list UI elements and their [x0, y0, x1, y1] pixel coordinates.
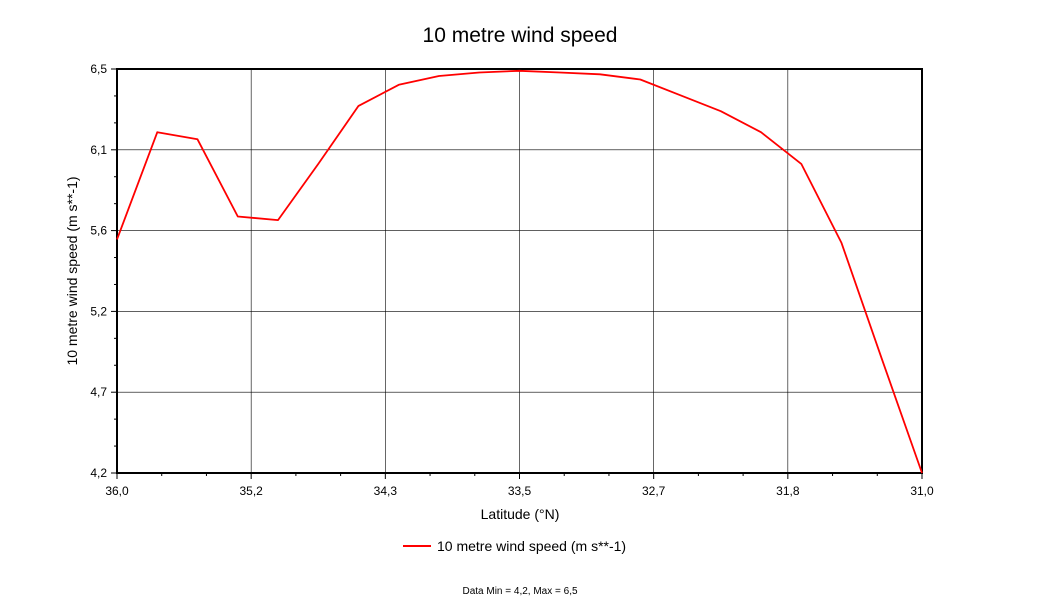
x-tick-label: 31,8	[776, 484, 800, 498]
series-group	[116, 69, 923, 474]
x-tick-label: 35,2	[239, 484, 263, 498]
x-tick-label: 32,7	[642, 484, 666, 498]
x-axis-label: Latitude (°N)	[481, 506, 560, 522]
y-tick-label: 6,1	[90, 143, 107, 157]
grid	[117, 69, 922, 473]
plot-frame	[116, 68, 923, 474]
minor-ticks	[111, 68, 923, 479]
x-tick-labels: 36,0 35,2 34,3 33,5 32,7 31,8 31,0	[105, 484, 934, 498]
y-tick-label: 5,6	[90, 224, 107, 238]
chart-title: 10 metre wind speed	[423, 24, 618, 47]
legend-label: 10 metre wind speed (m s**-1)	[437, 538, 626, 554]
y-tick-label: 4,7	[90, 385, 107, 399]
x-tick-label: 31,0	[910, 484, 934, 498]
y-tick-labels: 4,2 4,7 5,2 5,6 6,1 6,5	[90, 62, 107, 480]
legend: 10 metre wind speed (m s**-1)	[403, 538, 626, 554]
y-tick-label: 6,5	[90, 62, 107, 76]
y-axis-label: 10 metre wind speed (m s**-1)	[64, 176, 80, 365]
x-tick-label: 34,3	[374, 484, 398, 498]
y-tick-label: 5,2	[90, 304, 107, 318]
x-tick-label: 33,5	[508, 484, 532, 498]
series-line	[116, 69, 923, 474]
x-tick-label: 36,0	[105, 484, 129, 498]
data-min-max-note: Data Min = 4,2, Max = 6,5	[462, 586, 577, 597]
y-tick-label: 4,2	[90, 466, 107, 480]
